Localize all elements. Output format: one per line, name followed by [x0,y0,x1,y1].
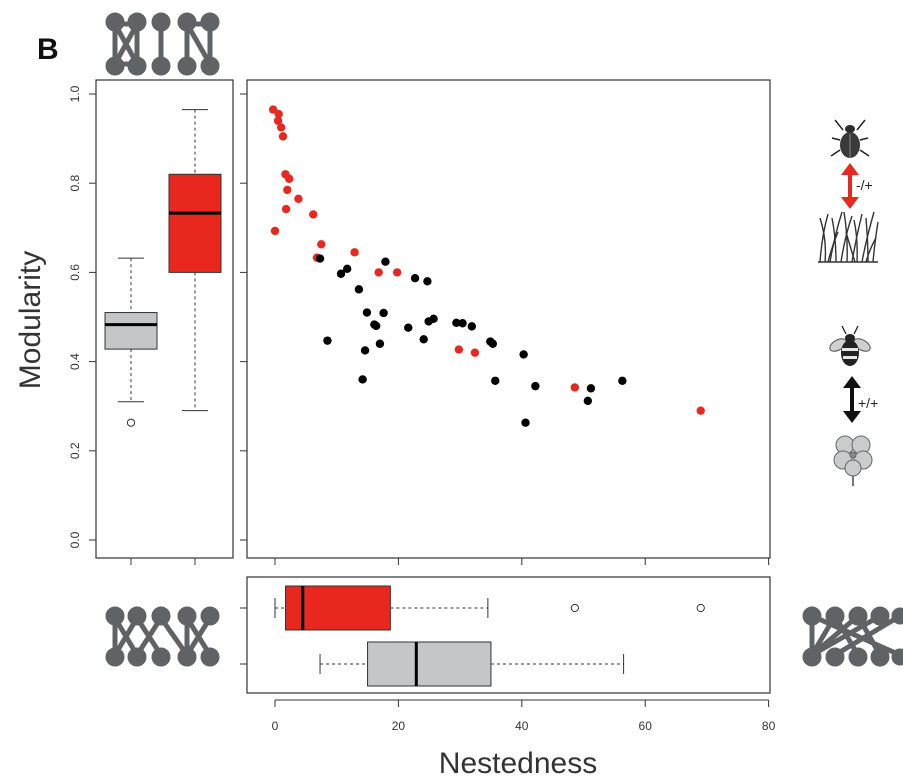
outlier-point [696,603,705,613]
double-arrow-black-icon [843,376,861,423]
box-body [168,173,222,273]
outlier-point [570,603,579,613]
horizontal-box-2 [319,641,625,687]
data-point [281,204,291,214]
x-tick-label: 80 [762,719,776,733]
data-point [586,384,596,393]
data-point [360,346,370,355]
data-point [375,339,385,348]
mutualistic-interaction-icon: +/+ [829,325,878,486]
data-point [358,375,367,384]
grass-icon [818,211,879,263]
data-point [354,285,364,294]
mutualistic-label: +/+ [858,395,878,411]
y-tick-label: 0.4 [68,353,82,370]
x-axis-title: Nestedness [439,747,597,780]
data-point [362,308,372,317]
data-point [618,376,627,385]
data-point [491,376,500,385]
data-point [270,226,280,236]
data-point [570,383,580,392]
left-y-axis: 0.0 0.2 0.4 0.6 0.8 1.0 [68,85,196,565]
antagonistic-interaction-icon: -/+ [818,119,879,263]
flower-icon [833,435,873,486]
y-tick-label: 0.8 [68,175,82,192]
data-point [404,323,413,332]
data-point [696,406,705,415]
x-tick-label: 0 [272,719,279,733]
data-point [381,257,390,266]
data-point [410,273,420,283]
data-point [583,396,593,406]
double-arrow-red-icon [841,163,859,209]
data-point [294,194,303,204]
beetle-icon [830,119,870,158]
x-tick-label: 20 [392,719,406,733]
bottom-boxplot [240,585,705,687]
data-point [519,350,528,359]
data-point [274,109,283,119]
data-point [284,174,294,183]
data-point [424,317,433,326]
data-point [374,268,383,277]
bee-icon [829,325,871,366]
x-tick-label: 60 [639,719,653,733]
bipartite-network-modular-icon [105,12,220,76]
data-point [531,381,540,391]
y-axis-title: Modularity [14,251,47,389]
y-tick-label: 0.2 [68,442,82,459]
bipartite-network-highly-nested-icon [802,606,903,667]
data-point [392,268,402,277]
antagonistic-label: -/+ [856,177,873,193]
data-point [379,308,388,318]
scatter-y-ticks [240,93,247,541]
y-tick-label: 1.0 [68,85,82,102]
outlier-point [126,418,136,427]
data-point [467,322,477,331]
vertical-box-1 [104,257,158,427]
y-tick-label: 0.0 [68,531,82,548]
bipartite-network-nested-icon [105,606,220,667]
horizontal-box-1 [274,585,705,631]
data-point [278,132,288,141]
data-point [323,336,332,345]
data-point [419,335,428,344]
left-boxplot [104,109,222,427]
data-point [470,348,480,357]
box-body [367,641,492,687]
y-tick-label: 0.6 [68,264,82,281]
bottom-boxplot-frame [246,576,771,694]
box-body [284,585,391,631]
data-point [488,339,498,348]
data-point [309,210,318,219]
data-point [336,269,346,278]
data-point [317,240,326,249]
data-point [350,248,359,257]
data-point [458,319,467,328]
data-point [276,123,286,132]
scatter-points [268,105,705,427]
panel-label: B [37,33,59,66]
data-point [454,345,464,354]
x-axis: 0 20 40 60 80 [272,558,776,733]
data-point [452,318,461,327]
scatter-frame [246,79,771,559]
data-point [371,321,381,331]
box-body [104,312,158,350]
data-point [342,264,352,274]
data-point [273,116,283,125]
data-point [283,185,292,195]
x-tick-label: 40 [515,719,529,733]
data-point [315,254,325,263]
vertical-box-2 [168,109,222,412]
data-point [521,418,530,427]
data-point [423,277,432,286]
